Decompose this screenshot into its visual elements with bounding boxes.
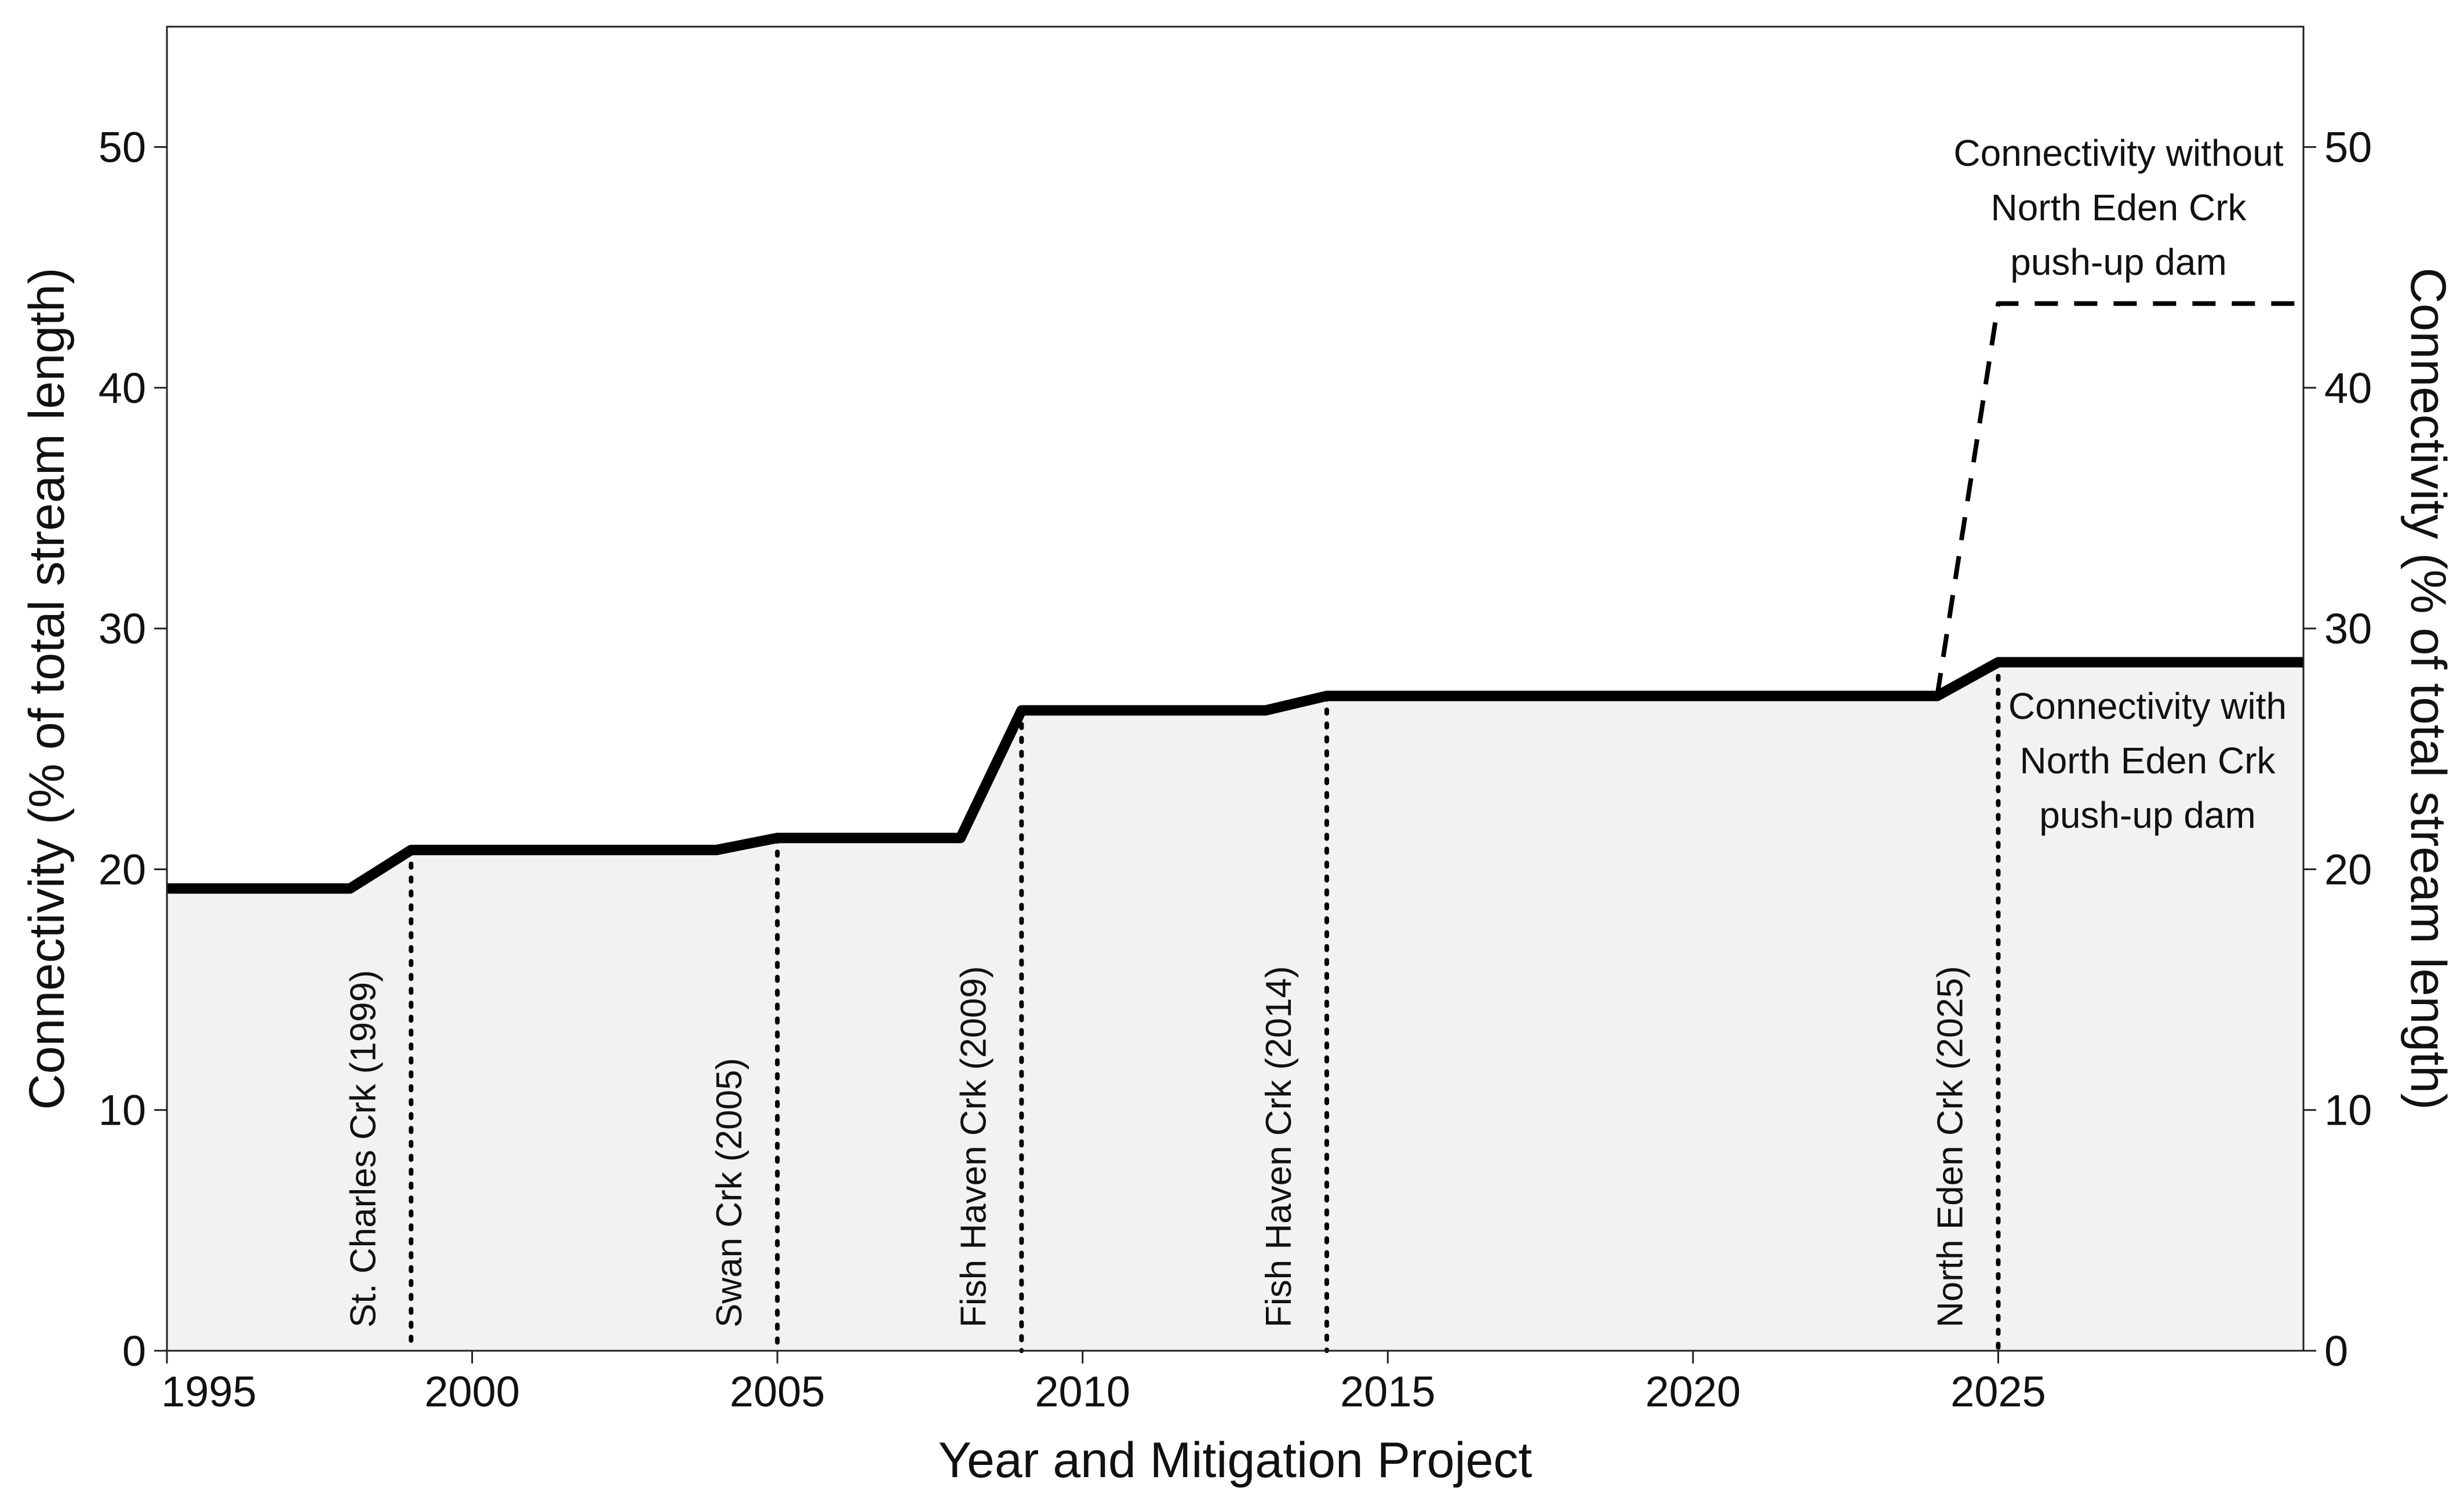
- y-axis-label: Connectivity (% of total stream length): [19, 267, 75, 1110]
- y-tick-label-left-5: 50: [99, 123, 146, 172]
- mitigation-label-3: Fish Haven Crk (2014): [1259, 966, 1299, 1328]
- annotation-1: Connectivity with North Eden Crk push-up d…: [2008, 685, 2287, 836]
- series-line-1: [1935, 301, 2303, 697]
- x-tick-label-4: 2015: [1340, 1368, 1436, 1416]
- y-tick-label-right-2: 20: [2324, 845, 2372, 893]
- y-tick-label-left-1: 10: [99, 1086, 146, 1135]
- x-tick-label-1: 2000: [424, 1368, 520, 1416]
- x-tick-label-2: 2005: [730, 1368, 825, 1416]
- y-tick-label-left-3: 30: [99, 605, 146, 653]
- x-tick-label-0: 1995: [161, 1368, 257, 1416]
- annotation-0: Connectivity without North Eden Crk push-u…: [1953, 132, 2283, 283]
- x-tick-label-3: 2010: [1035, 1368, 1130, 1416]
- y-tick-label-left-0: 0: [122, 1327, 146, 1375]
- mitigation-label-2: Fish Haven Crk (2009): [953, 966, 993, 1328]
- y-tick-label-left-4: 40: [99, 364, 146, 412]
- y-tick-label-right-3: 30: [2324, 605, 2372, 653]
- mitigation-label-1: Swan Crk (2005): [709, 1058, 749, 1328]
- y-tick-label-right-4: 40: [2324, 364, 2372, 412]
- x-tick-label-6: 2025: [1950, 1368, 2046, 1416]
- plot-area: [166, 26, 2305, 1352]
- mitigation-label-0: St. Charles Crk (1999): [343, 970, 383, 1328]
- y-tick-label-left-2: 20: [99, 845, 146, 893]
- x-tick-label-5: 2020: [1646, 1368, 1741, 1416]
- mitigation-label-4: North Eden Crk (2025): [1930, 966, 1970, 1328]
- x-axis-label: Year and Mitigation Project: [938, 1432, 1533, 1488]
- y-tick-label-right-0: 0: [2324, 1327, 2348, 1375]
- connectivity-area: [167, 662, 2303, 1351]
- y-tick-label-right-5: 50: [2324, 123, 2372, 172]
- y-tick-label-right-1: 10: [2324, 1086, 2372, 1135]
- y-axis-label-right: Connectivity (% of total stream length): [2400, 267, 2456, 1110]
- series-line-0: [167, 657, 2303, 894]
